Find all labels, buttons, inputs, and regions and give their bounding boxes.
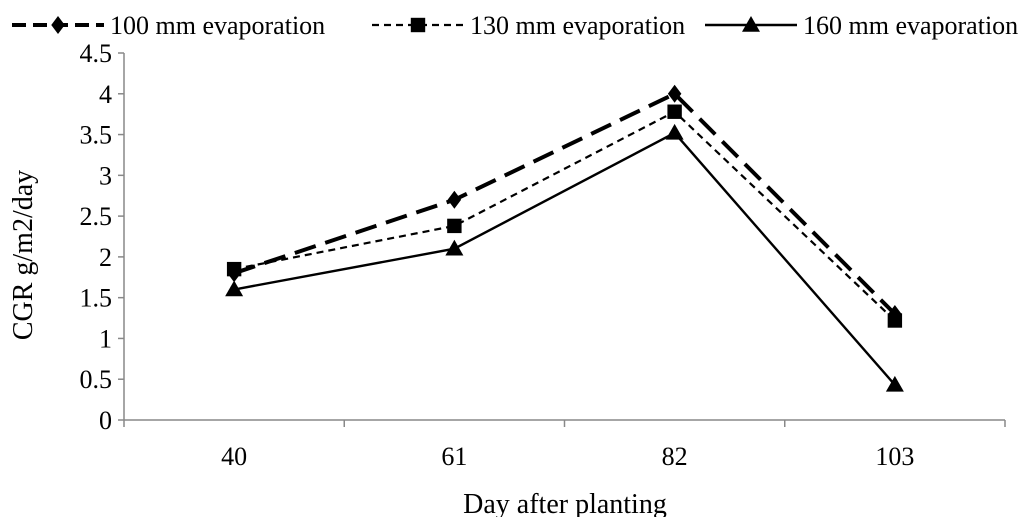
legend-marker [410, 17, 426, 33]
legend-marker [742, 16, 760, 32]
legend-item: 130 mm evaporation [372, 11, 685, 40]
data-point [225, 280, 244, 297]
y-tick-label: 3.5 [80, 121, 113, 150]
x-tick-label: 61 [441, 442, 467, 471]
y-tick-label: 0.5 [80, 365, 113, 394]
y-tick-label: 0 [99, 406, 112, 435]
data-point [667, 84, 682, 103]
series-line [233, 131, 896, 386]
legend-label: 100 mm evaporation [110, 11, 325, 40]
y-tick-label: 3 [99, 161, 112, 190]
data-point [226, 261, 242, 277]
legend-label: 160 mm evaporation [803, 11, 1018, 40]
series-1 [227, 84, 902, 323]
data-point [447, 218, 462, 234]
y-axis-title: CGR g/m2/day [8, 170, 39, 340]
series-3 [225, 123, 904, 392]
legend-item: 160 mm evaporation [705, 11, 1018, 40]
data-point [447, 190, 462, 209]
x-tick-label: 40 [221, 442, 247, 471]
y-tick-label: 2 [99, 243, 112, 272]
y-tick-label: 4.5 [80, 39, 113, 68]
data-point [887, 313, 903, 328]
y-tick-label: 1.5 [80, 284, 113, 313]
series-layer [225, 84, 904, 392]
axes: 0 0.5 1 1.5 2 2.5 3 3.5 4 4.5 40 61 82 103 [80, 39, 1006, 471]
y-tick-label: 1 [99, 324, 112, 353]
data-point [665, 123, 684, 140]
legend: 100 mm evaporation 130 mm evaporation 160 … [12, 11, 1018, 40]
legend-item: 100 mm evaporation [12, 11, 325, 40]
x-tick-label: 82 [662, 442, 688, 471]
x-axis-title: Day after planting [463, 489, 667, 517]
legend-marker [51, 16, 65, 34]
y-tick-label: 4 [99, 80, 112, 109]
legend-label: 130 mm evaporation [470, 11, 685, 40]
x-tick-label: 103 [875, 442, 914, 471]
data-point [445, 239, 464, 256]
series-2 [226, 104, 903, 328]
series-line [233, 91, 897, 316]
data-point [667, 104, 682, 119]
data-point [885, 375, 904, 392]
series-line [233, 110, 896, 322]
y-tick-label: 2.5 [80, 202, 113, 231]
